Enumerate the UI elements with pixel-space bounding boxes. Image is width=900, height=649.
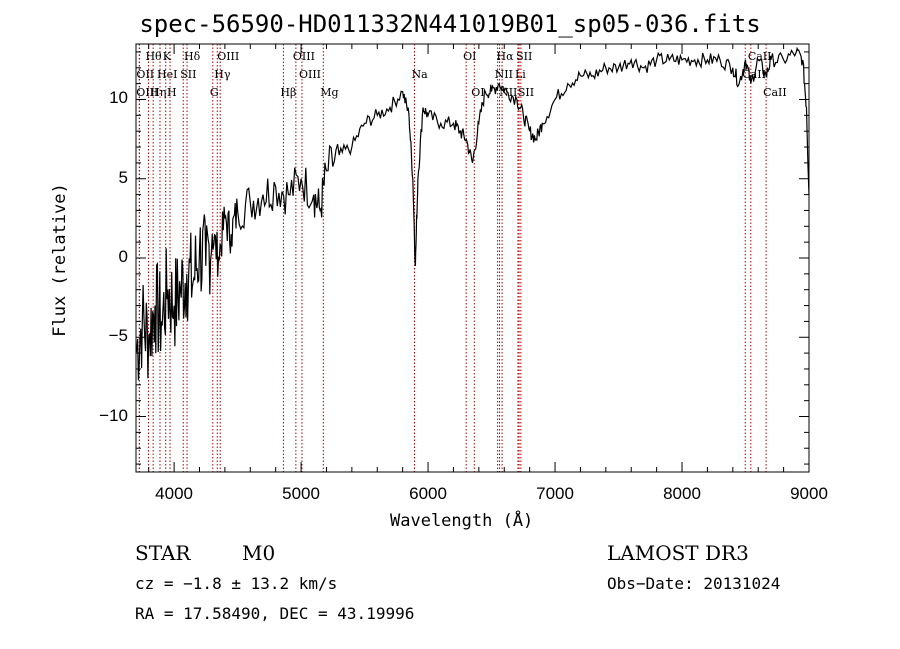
- y-tick-label: 10: [109, 88, 128, 108]
- plot-frame: [135, 43, 810, 473]
- spectral-line-label: Hδ: [184, 50, 201, 63]
- spectral-line-label: OII: [136, 68, 154, 81]
- spectral-line-markers: [138, 44, 767, 472]
- x-tick-label: 5000: [282, 484, 320, 503]
- spectral-line-label: OIII: [136, 86, 158, 99]
- x-tick-label: 9000: [790, 484, 828, 503]
- spectral-line-label: Mg: [320, 86, 338, 99]
- spectral-line-label: Hβ: [280, 86, 296, 99]
- axis-ticks: [136, 44, 810, 472]
- observation-date: Obs−Date: 20131024: [607, 574, 781, 593]
- y-axis-label: Flux (relative): [50, 183, 70, 337]
- spectral-line-label: SII: [518, 86, 534, 99]
- spectral-line-label: K: [163, 50, 172, 63]
- flux-series-line: [135, 46, 810, 381]
- spectral-line-label: CaII: [748, 50, 772, 63]
- redshift-velocity: cz = −1.8 ± 13.2 km/s: [135, 574, 338, 593]
- object-class: STAR: [135, 541, 191, 565]
- spectral-line-label: CaII: [742, 68, 766, 81]
- object-subclass: M0: [242, 541, 276, 565]
- spectral-line-label: OIII: [217, 50, 239, 63]
- x-tick-label: 8000: [663, 484, 701, 503]
- spectral-line-label: SII: [180, 68, 196, 81]
- spectral-line-label: Hθ: [145, 50, 162, 63]
- x-tick-label: 7000: [536, 484, 574, 503]
- spectral-line-label: Li: [515, 68, 526, 81]
- spectral-line-label: G: [210, 86, 219, 99]
- x-axis-label: Wavelength (Å): [390, 511, 534, 531]
- survey-name: LAMOST DR3: [607, 541, 749, 565]
- y-tick-label: −5: [108, 326, 128, 346]
- spectral-line-label: OIII: [293, 50, 315, 63]
- y-tick-label: 5: [118, 167, 128, 187]
- y-tick-label: −10: [99, 405, 128, 425]
- spectral-line-label: CaII: [763, 86, 787, 99]
- spectral-line-label: OI: [463, 50, 476, 63]
- spectral-line-label: SII: [516, 50, 532, 63]
- spectral-line-label: H: [167, 86, 177, 99]
- spectral-line-label: Hα: [497, 50, 515, 63]
- spectral-line-label: Hγ: [214, 68, 231, 81]
- y-tick-label: 0: [118, 247, 128, 266]
- spectral-line-label: NII: [495, 68, 513, 81]
- x-tick-label: 6000: [409, 484, 447, 503]
- spectral-line-label: HeI: [157, 68, 177, 81]
- chart-title: spec-56590-HD011332N441019B01_sp05-036.f…: [139, 10, 761, 38]
- coordinates: RA = 17.58490, DEC = 43.19996: [135, 604, 415, 623]
- spectral-line-label: Na: [411, 68, 428, 81]
- spectral-line-label: OIII: [299, 68, 321, 81]
- x-tick-label: 4000: [155, 484, 193, 503]
- spectral-line-label: OI: [471, 86, 484, 99]
- spectral-line-label: Hη: [150, 86, 166, 99]
